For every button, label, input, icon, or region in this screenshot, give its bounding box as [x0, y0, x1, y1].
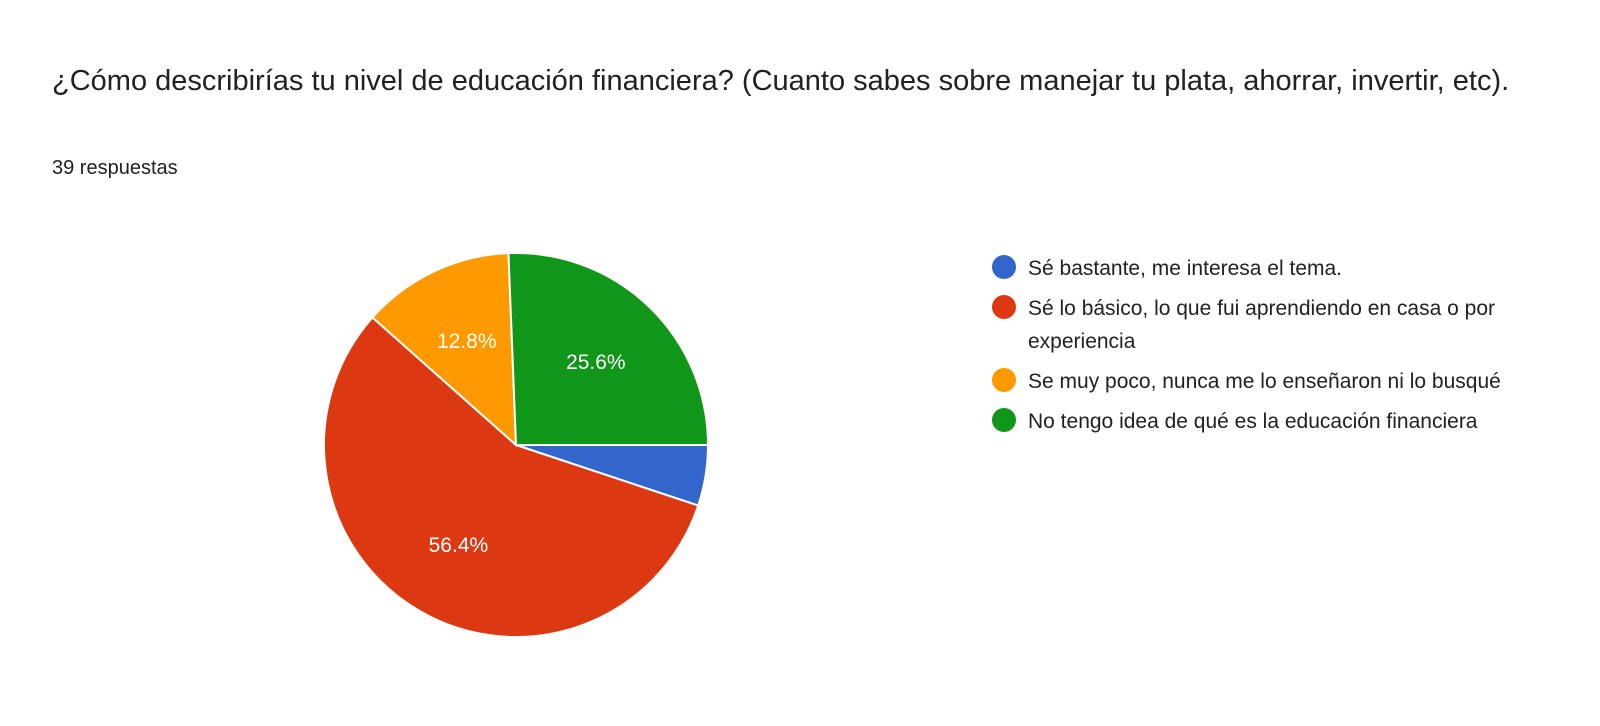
- question-title: ¿Cómo describirías tu nivel de educación…: [52, 65, 1510, 97]
- legend-item[interactable]: Se muy poco, nunca me lo enseñaron ni lo…: [992, 365, 1512, 398]
- legend: Sé bastante, me interesa el tema. Sé lo …: [992, 252, 1512, 445]
- response-count: 39 respuestas: [52, 157, 178, 179]
- legend-label: Se muy poco, nunca me lo enseñaron ni lo…: [1028, 370, 1501, 393]
- legend-item[interactable]: No tengo idea de qué es la educación fin…: [992, 405, 1512, 438]
- legend-item[interactable]: Sé bastante, me interesa el tema.: [992, 252, 1512, 285]
- legend-label: No tengo idea de qué es la educación fin…: [1028, 410, 1478, 433]
- pie-slice[interactable]: [371, 252, 518, 448]
- slice-label: 56.4%: [429, 534, 489, 557]
- legend-item[interactable]: Sé lo básico, lo que fui aprendiendo en …: [992, 292, 1512, 358]
- legend-swatch: [992, 408, 1016, 432]
- legend-swatch: [992, 255, 1016, 279]
- legend-label: Sé bastante, me interesa el tema.: [1028, 257, 1343, 280]
- slice-label: 12.8%: [437, 330, 497, 353]
- legend-label: Sé lo básico, lo que fui aprendiendo en …: [1028, 297, 1495, 353]
- slice-label: 25.6%: [566, 351, 626, 374]
- pie-chart: 56.4% 12.8% 25.6%: [323, 252, 710, 638]
- pie-slice[interactable]: [323, 316, 700, 638]
- legend-swatch: [992, 295, 1016, 319]
- pie-slice[interactable]: [507, 252, 710, 446]
- legend-swatch: [992, 368, 1016, 392]
